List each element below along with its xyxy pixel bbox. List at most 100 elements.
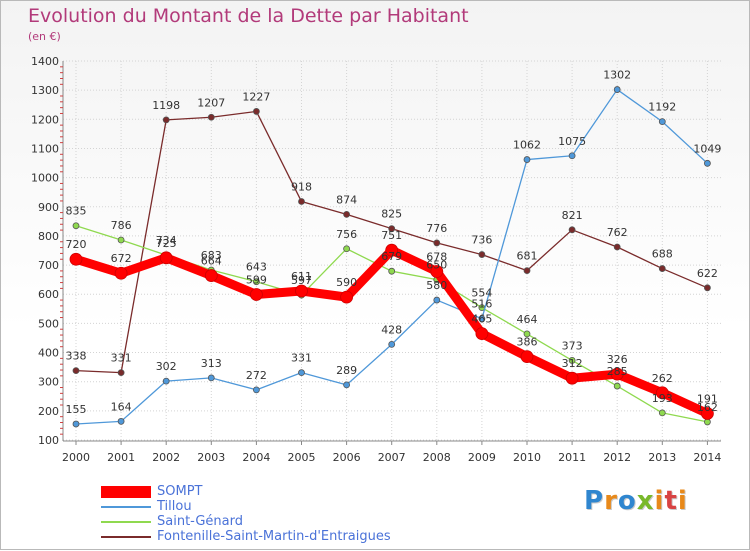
series-point-3: [252, 108, 260, 115]
data-label-0: 312: [562, 357, 583, 370]
data-label-1: 289: [336, 364, 357, 377]
data-label-3: 1227: [242, 90, 270, 103]
series-point-1: [252, 386, 260, 394]
data-label-1: 331: [291, 352, 312, 365]
data-label-2: 193: [652, 392, 673, 405]
data-label-0: 191: [697, 392, 718, 405]
series-point-2: [252, 278, 260, 286]
legend-swatch: [101, 500, 151, 514]
series-point-0: [204, 269, 218, 282]
data-label-1: 164: [111, 400, 132, 413]
data-label-3: 776: [426, 222, 447, 235]
chart-subtitle: (en €): [28, 30, 61, 43]
y-tick-label: 1400: [31, 55, 59, 68]
y-tick-label: 800: [38, 230, 59, 243]
data-label-2: 597: [291, 274, 312, 287]
series-point-0: [701, 407, 714, 420]
series-point-3: [72, 367, 80, 375]
legend-swatch: [101, 485, 151, 499]
series-point-1: [433, 296, 441, 304]
data-label-1: 1192: [648, 101, 676, 114]
data-label-2: 285: [607, 365, 628, 378]
data-label-3: 1207: [197, 96, 225, 109]
y-tick-label: 900: [38, 201, 59, 214]
series-point-2: [117, 236, 125, 244]
logo-letter: t: [664, 486, 678, 516]
legend-line: [101, 536, 151, 538]
series-point-1: [523, 156, 531, 163]
series-point-0: [565, 371, 579, 385]
data-label-2: 683: [201, 249, 222, 262]
data-label-3: 821: [562, 209, 583, 222]
logo-letter: x: [636, 486, 655, 516]
data-label-0: 611: [291, 270, 312, 283]
data-label-0: 599: [246, 274, 267, 287]
data-label-0: 678: [426, 250, 447, 263]
x-tick-label: 2011: [558, 451, 586, 464]
data-label-1: 1302: [603, 69, 631, 82]
data-label-3: 622: [697, 267, 718, 280]
y-tick-label: 200: [38, 405, 59, 418]
series-point-2: [343, 245, 351, 253]
data-label-0: 664: [201, 255, 222, 268]
logo-letter: P: [584, 486, 605, 516]
series-point-0: [249, 288, 263, 301]
data-label-1: 313: [201, 357, 222, 370]
series-point-0: [340, 290, 354, 304]
y-tick-label: 1300: [31, 84, 59, 97]
series-point-3: [162, 116, 170, 124]
data-label-2: 464: [517, 313, 538, 326]
series-point-1: [613, 86, 621, 93]
series-point-3: [388, 225, 396, 233]
legend-label: Saint-Génard: [157, 514, 243, 529]
data-label-0: 672: [111, 252, 132, 265]
data-label-1: 272: [246, 369, 267, 382]
data-label-0: 751: [381, 229, 402, 242]
series-point-3: [207, 113, 215, 121]
series-point-1: [207, 374, 215, 382]
data-label-1: 155: [66, 403, 87, 416]
logo-letter: r: [604, 486, 618, 516]
x-tick-label: 2005: [288, 451, 316, 464]
y-tick-label: 700: [38, 259, 59, 272]
data-label-2: 734: [156, 234, 177, 247]
series-point-2: [568, 357, 576, 364]
series-point-1: [478, 315, 486, 323]
x-tick-label: 2010: [513, 451, 541, 464]
data-label-2: 756: [336, 228, 357, 241]
x-tick-label: 2014: [693, 451, 721, 464]
series-point-1: [117, 417, 125, 425]
series-point-0: [655, 386, 669, 400]
series-point-3: [298, 198, 305, 205]
series-point-0: [385, 243, 399, 257]
x-tick-label: 2000: [62, 451, 90, 464]
data-label-2: 554: [471, 287, 492, 300]
data-label-2: 373: [562, 339, 583, 352]
data-label-1: 516: [471, 298, 492, 311]
data-label-3: 331: [111, 352, 132, 365]
data-label-3: 338: [66, 350, 87, 363]
series-point-1: [658, 118, 666, 126]
series-point-2: [388, 267, 396, 275]
legend-line: [101, 521, 151, 523]
data-label-2: 650: [426, 259, 447, 272]
y-tick-label: 600: [38, 288, 59, 301]
data-label-0: 720: [66, 238, 87, 251]
series-point-1: [162, 377, 170, 385]
legend-label: SOMPT: [157, 484, 203, 499]
x-tick-label: 2009: [468, 451, 496, 464]
series-point-3: [343, 210, 351, 218]
series-point-2: [613, 382, 621, 390]
data-label-3: 918: [291, 181, 312, 194]
series-point-1: [388, 340, 396, 348]
series-point-3: [433, 239, 441, 247]
x-tick-label: 2003: [197, 451, 225, 464]
legend-label: Fontenille-Saint-Martin-d'Entraigues: [157, 529, 391, 544]
data-label-0: 590: [336, 276, 357, 289]
data-label-0: 386: [517, 336, 538, 349]
series-point-0: [475, 327, 489, 340]
x-tick-label: 2012: [603, 451, 631, 464]
logo-letter: i: [654, 486, 665, 516]
data-label-3: 762: [607, 226, 628, 239]
